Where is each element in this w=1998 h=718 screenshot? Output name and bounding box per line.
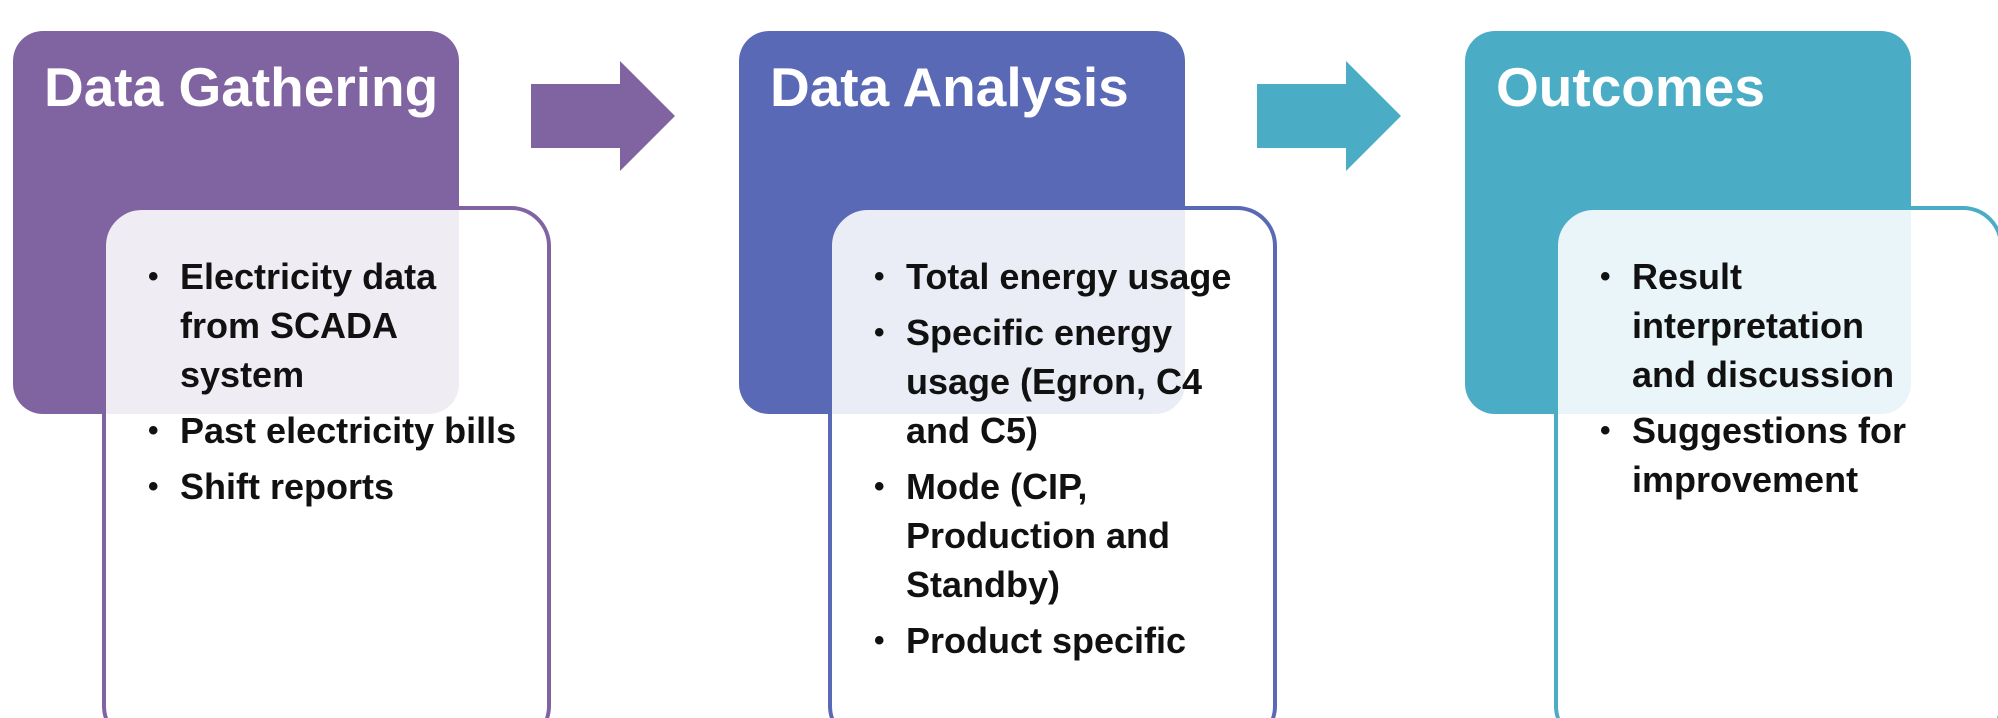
bullet-item: Shift reports	[148, 462, 518, 511]
bullet-list: Electricity data from SCADA system Past e…	[148, 252, 518, 518]
flow-arrow	[1257, 61, 1401, 171]
stage-title: Outcomes	[1496, 56, 1765, 118]
bullet-list: Result interpretation and discussionSugg…	[1600, 252, 1934, 511]
bullet-item: Past electricity bills	[148, 406, 518, 455]
stage-title: Data Gathering	[44, 56, 439, 118]
stage-card: Total energy usage Specific energy usage …	[828, 206, 1277, 718]
arrow-shape	[1257, 61, 1401, 171]
bullet-list: Total energy usage Specific energy usage …	[874, 252, 1244, 672]
bullet-item: Mode (CIP, Production and Standby)	[874, 462, 1244, 609]
stage-title: Data Analysis	[770, 56, 1129, 118]
arrow-shape	[531, 61, 675, 171]
stage-card: Result interpretation and discussionSugg…	[1554, 206, 1998, 718]
bullet-item: Total energy usage	[874, 252, 1244, 301]
bullet-item: Product specific	[874, 616, 1244, 665]
bullet-item: Result interpretation and discussion	[1600, 252, 1934, 399]
stage-card: Electricity data from SCADA system Past e…	[102, 206, 551, 718]
bullet-item: Specific energy usage (Egron, C4 and C5)	[874, 308, 1244, 455]
bullet-item: Suggestions for improvement	[1600, 406, 1934, 504]
flow-arrow	[531, 61, 675, 171]
bullet-item: Electricity data from SCADA system	[148, 252, 518, 399]
